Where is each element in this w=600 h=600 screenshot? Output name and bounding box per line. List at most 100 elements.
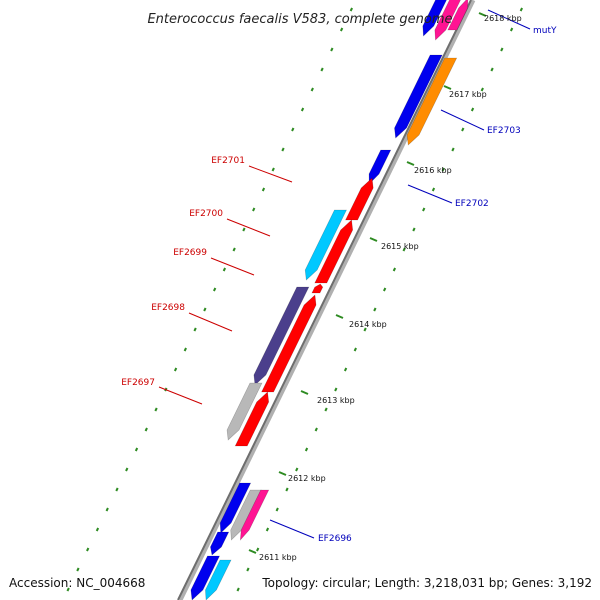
scale-tick-mark [369, 237, 378, 242]
gene-label: mutY [533, 26, 557, 36]
track-dot [349, 7, 353, 12]
track-dot [422, 207, 426, 212]
track-dot [519, 7, 523, 12]
gene-features [190, 0, 469, 600]
scale-tick-mark [300, 390, 309, 395]
track-dot [441, 167, 445, 172]
gene-arrow [304, 209, 347, 281]
gene-arrow [406, 57, 458, 146]
track-dot [115, 487, 119, 492]
gene-arrow [434, 0, 461, 41]
track-dot [203, 307, 207, 312]
track-dot [383, 287, 387, 292]
track-dot [281, 147, 285, 152]
gene-label: EF2698 [151, 303, 185, 313]
track-dot [334, 387, 338, 392]
gene-callouts: mutY EF2703 EF2702 EF2701 EF2700 EF2699 EF2698… [121, 9, 557, 544]
accession-text: Accession: NC_004668 [9, 576, 145, 590]
gene-arrow [422, 0, 447, 37]
track-dot [392, 267, 397, 272]
scale-tick-mark [406, 161, 415, 166]
gene-arrow [230, 489, 262, 541]
track-dot [193, 327, 197, 332]
track-dot [339, 27, 344, 32]
track-dot [509, 27, 514, 32]
gene-arrow [447, 0, 469, 31]
track-dot [343, 367, 348, 372]
scale-ticks: 2618 kbp 2617 kbp 2616 kbp 2615 kbp 2614 kbp… [248, 12, 522, 562]
track-dot [285, 487, 289, 492]
callout-line [226, 218, 271, 237]
track-dot [246, 567, 250, 572]
track-dot [461, 127, 465, 132]
track-dot [470, 107, 475, 112]
scale-tick-label: 2617 kbp [449, 90, 487, 99]
track-dot [242, 227, 246, 232]
track-dot [252, 207, 256, 212]
track-dot [480, 87, 484, 92]
track-dot [412, 227, 416, 232]
scale-tick-mark [278, 471, 287, 476]
callout-line [487, 9, 531, 30]
scale-tick-mark [248, 549, 257, 554]
gene-label: EF2701 [211, 156, 245, 166]
callout-line [440, 109, 485, 131]
track-dot [402, 247, 406, 252]
dotted-tracks [66, 7, 523, 592]
gene-arrow [253, 286, 310, 386]
track-dot [275, 507, 279, 512]
gene-label: EF2696 [318, 534, 352, 544]
map-title: Enterococcus faecalis V583, complete gen… [147, 12, 452, 27]
gene-label: EF2703 [487, 126, 521, 136]
track-dot [373, 307, 377, 312]
gene-label: EF2700 [189, 209, 223, 219]
callout-line [210, 257, 255, 276]
track-dot [431, 187, 436, 192]
track-dot [105, 507, 109, 512]
callout-line [188, 312, 233, 332]
track-dot [324, 407, 328, 412]
track-dot [213, 287, 217, 292]
gene-label: EF2702 [455, 199, 489, 209]
track-dot [232, 247, 236, 252]
track-dot [173, 367, 178, 372]
scale-tick-label: 2612 kbp [288, 474, 326, 483]
gene-arrow [226, 382, 263, 441]
track-dot [451, 147, 455, 152]
track-dot [304, 447, 309, 452]
track-dot [144, 427, 148, 432]
gene-arrow [210, 531, 230, 556]
track-dot [236, 587, 240, 592]
genome-backbone [177, 0, 476, 600]
track-dot [261, 187, 266, 192]
track-dot [271, 167, 275, 172]
gene-arrow [368, 149, 392, 185]
track-dot [490, 67, 494, 72]
track-dot [500, 47, 504, 52]
track-dot [295, 467, 299, 472]
track-dot [222, 267, 227, 272]
scale-tick-label: 2611 kbp [259, 553, 297, 562]
track-dot [330, 47, 334, 52]
topology-text: Topology: circular; Length: 3,218,031 bp… [261, 576, 592, 590]
track-dot [95, 527, 100, 532]
track-dot [66, 587, 70, 592]
gene-arrow [219, 482, 252, 534]
track-dot [183, 347, 187, 352]
scale-tick-label: 2618 kbp [484, 14, 522, 23]
track-dot [353, 347, 357, 352]
scale-tick-label: 2614 kbp [349, 320, 387, 329]
track-dot [256, 547, 260, 552]
track-dot [291, 127, 295, 132]
callout-line [158, 386, 203, 405]
scale-tick-label: 2616 kbp [414, 166, 452, 175]
track-dot [300, 107, 305, 112]
gene-arrow [205, 559, 232, 600]
gene-arrow [311, 283, 324, 294]
track-dot [310, 87, 314, 92]
scale-tick-mark [335, 314, 344, 319]
track-dot [314, 427, 318, 432]
track-dot [154, 407, 158, 412]
gene-arrow [234, 391, 270, 447]
gene-arrow [239, 489, 270, 541]
